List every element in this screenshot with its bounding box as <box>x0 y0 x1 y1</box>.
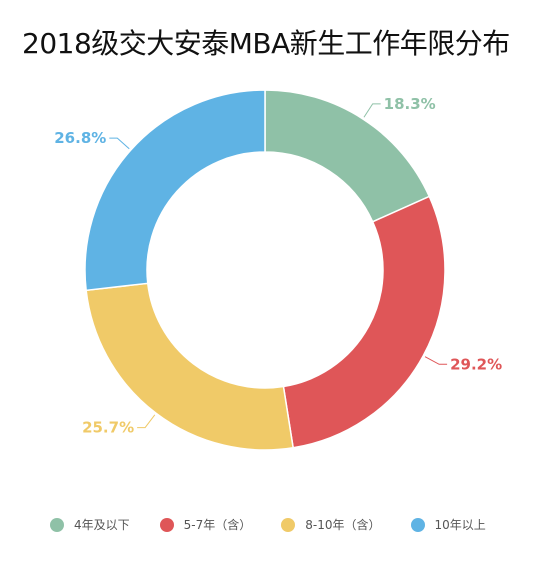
donut-slices <box>84 89 446 451</box>
slice-1[interactable] <box>282 195 446 449</box>
legend-label-0: 4年及以下 <box>74 518 130 532</box>
slice-3[interactable] <box>84 89 266 292</box>
value-label-3: 26.8% <box>54 129 106 147</box>
legend-swatch-1 <box>159 517 174 532</box>
leader-line-3 <box>109 137 130 150</box>
legend-swatch-2 <box>281 517 296 532</box>
legend-item-1[interactable]: 5-7年（含） <box>159 516 252 533</box>
value-label-0: 18.3% <box>384 95 436 113</box>
percentage-labels: 18.3% 29.2% 25.7% 26.8% <box>54 95 502 437</box>
label-leader-lines <box>109 103 448 429</box>
legend-item-2[interactable]: 8-10年（含） <box>281 516 381 533</box>
value-label-1: 29.2% <box>450 355 502 373</box>
legend-label-2: 8-10年（含） <box>305 518 381 532</box>
legend-item-0[interactable]: 4年及以下 <box>50 516 130 533</box>
value-label-2: 25.7% <box>82 419 134 437</box>
legend-swatch-3 <box>410 517 425 532</box>
legend-swatch-0 <box>50 517 64 532</box>
leader-line-0 <box>363 103 381 118</box>
chart-title: 2018级交大安泰MBA新生工作年限分布 <box>22 27 510 60</box>
legend-label-1: 5-7年（含） <box>183 518 252 532</box>
leader-line-1 <box>424 356 448 365</box>
legend-item-3[interactable]: 10年以上 <box>410 516 486 533</box>
donut-chart: 18.3% 29.2% 25.7% 26.8% <box>54 89 502 451</box>
leader-line-2 <box>137 414 156 429</box>
legend: 4年及以下 5-7年（含） 8-10年（含） 10年以上 <box>50 516 516 533</box>
legend-label-3: 10年以上 <box>434 518 486 532</box>
